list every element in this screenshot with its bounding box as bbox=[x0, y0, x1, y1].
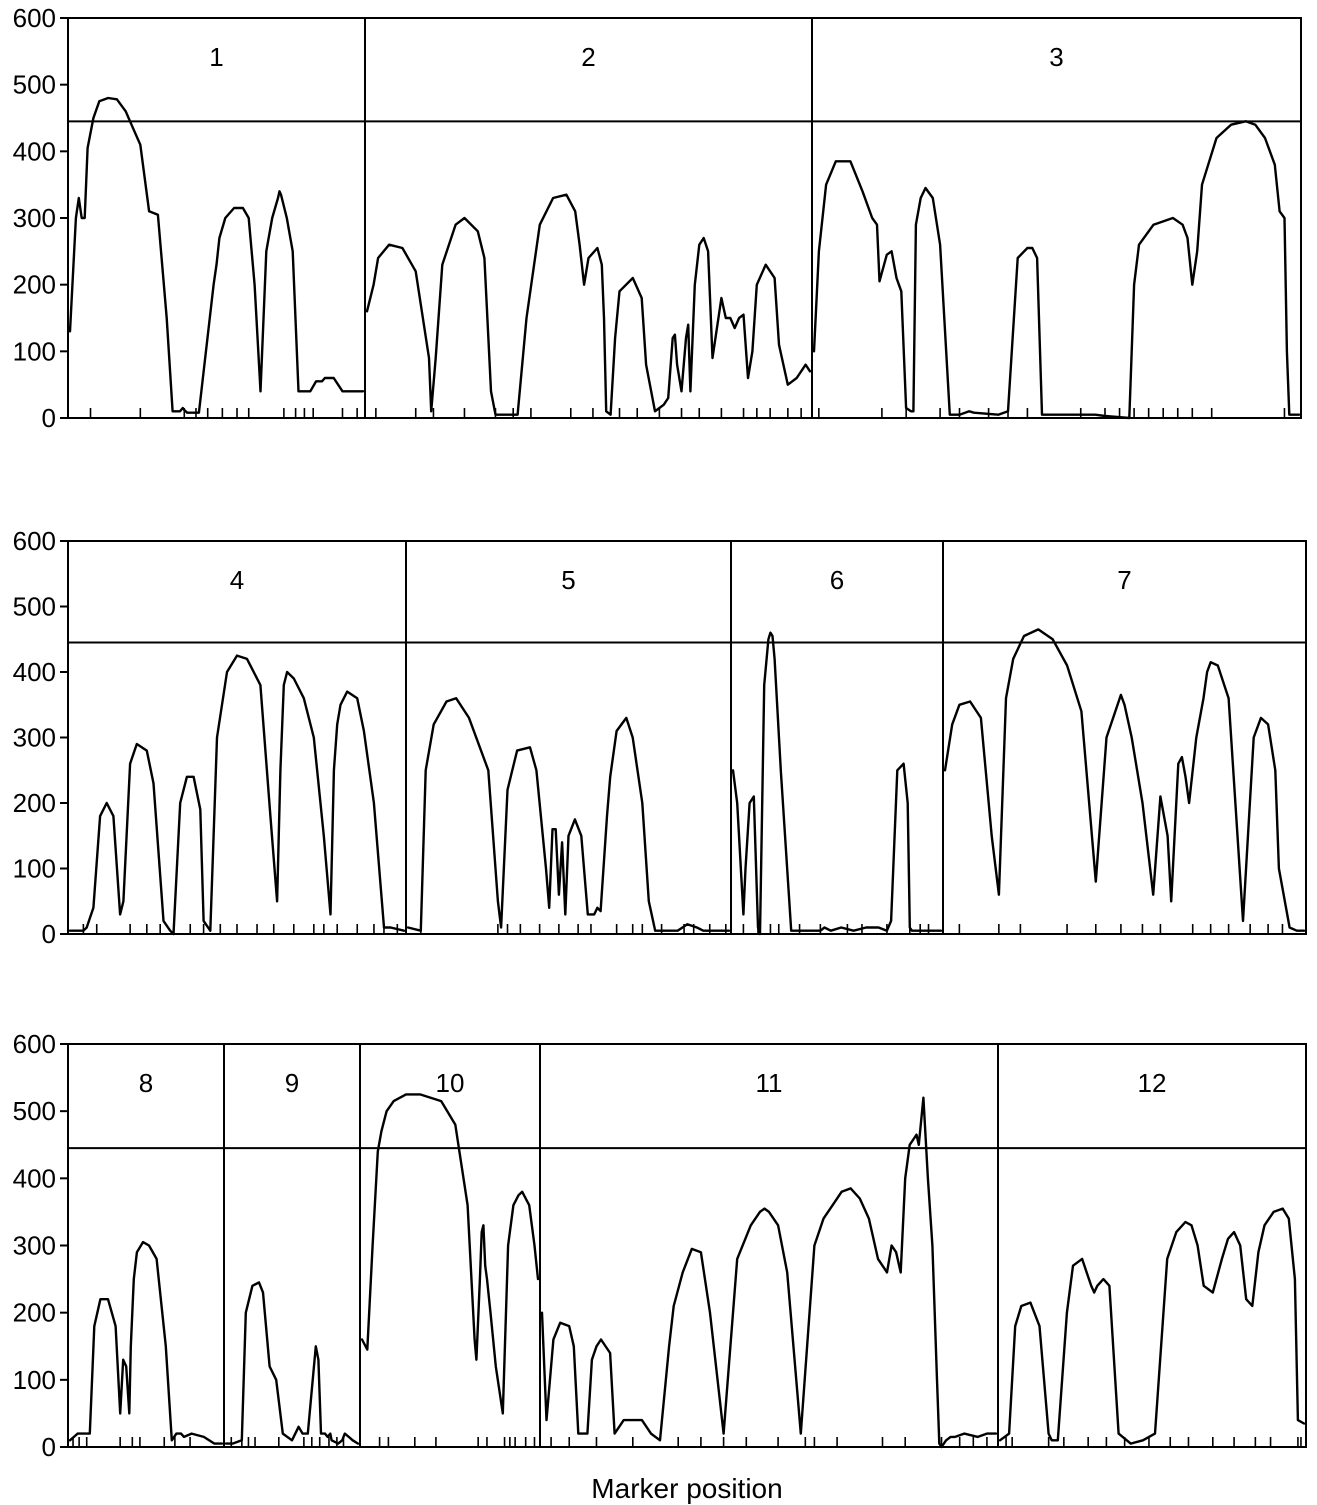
lod-profile-line-chr-8 bbox=[68, 1240, 224, 1445]
lod-profile-line-chr-6 bbox=[731, 631, 943, 936]
y-tick-label: 100 bbox=[13, 336, 56, 366]
lod-profile-line-chr-5 bbox=[406, 697, 731, 932]
chromosome-label-11: 11 bbox=[756, 1068, 783, 1098]
y-tick-label: 500 bbox=[13, 1096, 56, 1126]
chromosome-label-7: 7 bbox=[1117, 565, 1131, 595]
y-tick-label: 500 bbox=[13, 592, 56, 622]
lod-profile-line-chr-4 bbox=[68, 654, 406, 936]
lod-profile-line-chr-11 bbox=[540, 1096, 998, 1449]
x-axis-label: Marker position bbox=[591, 1473, 782, 1504]
y-tick-label: 0 bbox=[42, 403, 56, 433]
y-tick-label: 200 bbox=[13, 270, 56, 300]
lod-profile-line-chr-10 bbox=[360, 1093, 540, 1415]
lod-profile-line-chr-9 bbox=[224, 1281, 360, 1445]
panel-1: 0 100 200 300 400 500 600 1 2 3 bbox=[13, 3, 1302, 433]
panel-3: 0 100 200 300 400 500 600 8 9 10 11 12 bbox=[13, 1029, 1307, 1462]
y-tick-label: 100 bbox=[13, 854, 56, 884]
lod-profile-line-chr-1 bbox=[68, 96, 365, 414]
chromosome-label-8: 8 bbox=[139, 1068, 153, 1098]
y-tick-label: 200 bbox=[13, 1298, 56, 1328]
lod-profile-line-chr-2 bbox=[365, 193, 812, 416]
chromosome-label-12: 12 bbox=[1138, 1068, 1167, 1098]
plot-frame bbox=[67, 540, 1307, 935]
y-tick-label: 400 bbox=[13, 657, 56, 687]
y-tick-label: 600 bbox=[13, 3, 56, 33]
lod-profile-line-chr-7 bbox=[943, 628, 1306, 932]
chromosome-label-10: 10 bbox=[436, 1068, 465, 1098]
y-tick-label: 300 bbox=[13, 723, 56, 753]
y-tick-label: 300 bbox=[13, 1231, 56, 1261]
y-tick-label: 200 bbox=[13, 788, 56, 818]
chromosome-label-4: 4 bbox=[230, 565, 244, 595]
y-tick-label: 300 bbox=[13, 203, 56, 233]
y-tick-label: 500 bbox=[13, 70, 56, 100]
panel-2: 0 100 200 300 400 500 600 4 5 6 7 bbox=[13, 526, 1307, 949]
chromosome-label-5: 5 bbox=[561, 565, 575, 595]
y-tick-label: 600 bbox=[13, 526, 56, 556]
chromosome-label-6: 6 bbox=[830, 565, 844, 595]
y-tick-label: 400 bbox=[13, 1163, 56, 1193]
y-tick-label: 0 bbox=[42, 1432, 56, 1462]
plot-frame bbox=[67, 1043, 1307, 1448]
chromosome-label-3: 3 bbox=[1049, 42, 1063, 72]
y-tick-label: 400 bbox=[13, 136, 56, 166]
y-tick-label: 100 bbox=[13, 1365, 56, 1395]
chromosome-label-2: 2 bbox=[581, 42, 595, 72]
chromosome-label-9: 9 bbox=[285, 1068, 299, 1098]
y-tick-label: 600 bbox=[13, 1029, 56, 1059]
y-tick-label: 0 bbox=[42, 919, 56, 949]
chromosome-label-1: 1 bbox=[209, 42, 223, 72]
lod-profile-line-chr-12 bbox=[998, 1207, 1306, 1445]
lod-profile-line-chr-3 bbox=[812, 120, 1301, 420]
